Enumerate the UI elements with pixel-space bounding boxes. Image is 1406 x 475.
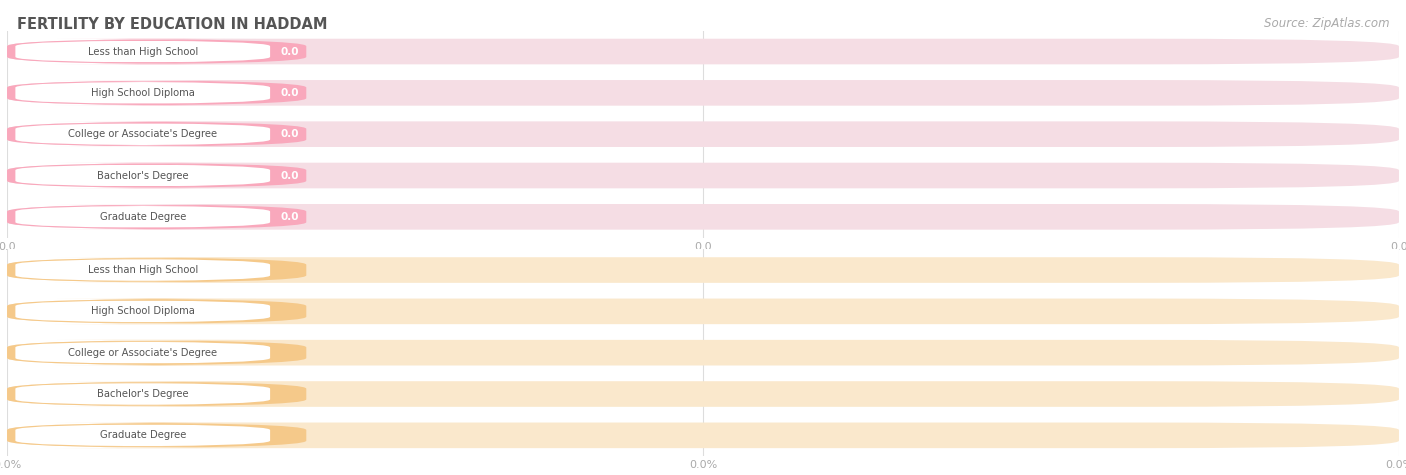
FancyBboxPatch shape (7, 340, 1399, 365)
Text: Less than High School: Less than High School (87, 47, 198, 57)
Text: Graduate Degree: Graduate Degree (100, 430, 186, 440)
FancyBboxPatch shape (15, 206, 270, 228)
Text: 0.0%: 0.0% (270, 430, 299, 440)
FancyBboxPatch shape (7, 257, 307, 283)
FancyBboxPatch shape (7, 299, 307, 324)
Text: FERTILITY BY EDUCATION IN HADDAM: FERTILITY BY EDUCATION IN HADDAM (17, 17, 328, 32)
FancyBboxPatch shape (15, 383, 270, 405)
Text: 0.0: 0.0 (281, 129, 299, 139)
Text: 0.0%: 0.0% (270, 389, 299, 399)
Text: College or Associate's Degree: College or Associate's Degree (67, 129, 218, 139)
FancyBboxPatch shape (7, 122, 1399, 147)
Text: Bachelor's Degree: Bachelor's Degree (97, 171, 188, 180)
FancyBboxPatch shape (7, 257, 1399, 283)
Text: College or Associate's Degree: College or Associate's Degree (67, 348, 218, 358)
FancyBboxPatch shape (15, 424, 270, 446)
FancyBboxPatch shape (7, 39, 307, 64)
FancyBboxPatch shape (15, 82, 270, 104)
FancyBboxPatch shape (15, 259, 270, 281)
Text: 0.0%: 0.0% (270, 306, 299, 316)
Text: 0.0: 0.0 (281, 171, 299, 180)
FancyBboxPatch shape (7, 39, 1399, 64)
FancyBboxPatch shape (7, 204, 307, 229)
Text: High School Diploma: High School Diploma (91, 306, 194, 316)
FancyBboxPatch shape (15, 342, 270, 364)
FancyBboxPatch shape (7, 80, 1399, 105)
Text: Less than High School: Less than High School (87, 265, 198, 275)
Text: Graduate Degree: Graduate Degree (100, 212, 186, 222)
FancyBboxPatch shape (7, 163, 1399, 188)
FancyBboxPatch shape (7, 299, 1399, 324)
Text: 0.0: 0.0 (281, 47, 299, 57)
FancyBboxPatch shape (15, 123, 270, 145)
Text: 0.0%: 0.0% (270, 265, 299, 275)
FancyBboxPatch shape (7, 122, 307, 147)
FancyBboxPatch shape (7, 340, 307, 365)
Text: 0.0%: 0.0% (270, 348, 299, 358)
FancyBboxPatch shape (15, 300, 270, 323)
FancyBboxPatch shape (7, 381, 307, 407)
FancyBboxPatch shape (15, 40, 270, 63)
FancyBboxPatch shape (15, 164, 270, 187)
FancyBboxPatch shape (7, 80, 307, 105)
FancyBboxPatch shape (7, 423, 1399, 448)
Text: Bachelor's Degree: Bachelor's Degree (97, 389, 188, 399)
FancyBboxPatch shape (7, 163, 307, 188)
FancyBboxPatch shape (7, 204, 1399, 229)
Text: 0.0: 0.0 (281, 212, 299, 222)
FancyBboxPatch shape (7, 381, 1399, 407)
Text: Source: ZipAtlas.com: Source: ZipAtlas.com (1264, 17, 1389, 29)
FancyBboxPatch shape (7, 423, 307, 448)
Text: 0.0: 0.0 (281, 88, 299, 98)
Text: High School Diploma: High School Diploma (91, 88, 194, 98)
